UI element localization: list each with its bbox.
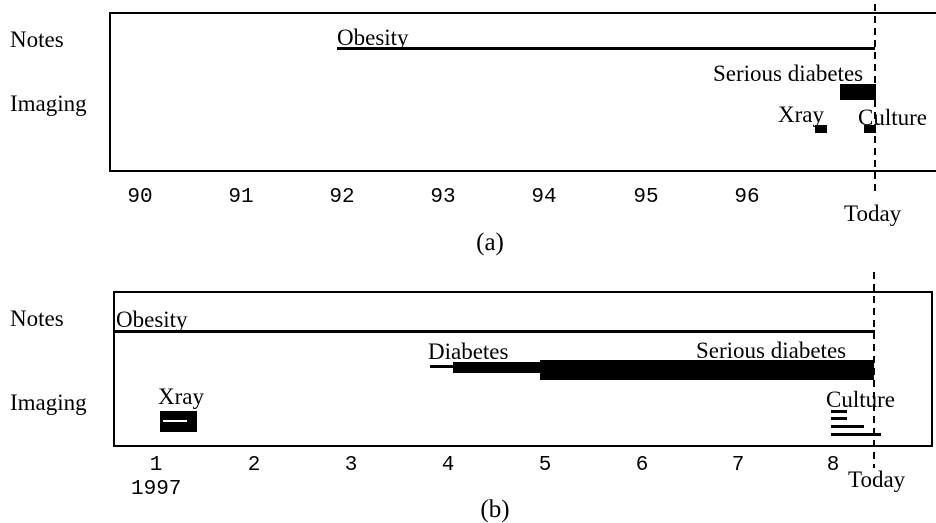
panel-b-culture-line-4: [831, 433, 881, 436]
panel-a-frame: [109, 12, 936, 172]
panel-a-tick-91: 91: [228, 186, 253, 209]
panel-b-tick-4: 4: [442, 454, 455, 477]
panel-b-caption: (b): [480, 496, 509, 523]
panel-b-imaging-label: Imaging: [10, 390, 87, 415]
panel-b-tick-5: 5: [539, 454, 552, 477]
panel-b-notes-label: Notes: [10, 306, 64, 331]
panel-a-tick-90: 90: [127, 186, 152, 209]
panel-b-serious-diabetes-bar: [540, 360, 874, 380]
panel-a-serious-diabetes-label: Serious diabetes: [713, 61, 863, 86]
panel-b-tick-1: 1: [150, 454, 163, 477]
panel-b-tick-8: 8: [827, 454, 840, 477]
panel-a-xray-label: Xray: [778, 102, 824, 127]
panel-b-culture-line-1: [831, 410, 847, 413]
panel-a-tick-93: 93: [430, 186, 455, 209]
panel-a-notes-label: Notes: [10, 27, 64, 52]
panel-a-caption: (a): [476, 229, 504, 256]
panel-b-diabetes-onset-bar: [430, 365, 455, 368]
panel-b-tick-6: 6: [636, 454, 649, 477]
panel-a-tick-95: 95: [633, 186, 658, 209]
panel-b: Notes Imaging Obesity Diabetes Serious d…: [10, 272, 933, 523]
panel-b-tick-7: 7: [732, 454, 745, 477]
panel-b-diabetes-bar: [453, 362, 543, 373]
panel-a-xray-mark: [815, 125, 827, 133]
panel-a-tick-92: 92: [329, 186, 354, 209]
panel-b-tick-2: 2: [248, 454, 261, 477]
panel-a-obesity-label: Obesity: [337, 25, 409, 50]
panel-b-serious-diabetes-label: Serious diabetes: [696, 338, 846, 363]
panel-b-culture-line-2: [831, 417, 847, 420]
panel-b-tick-3: 3: [345, 454, 358, 477]
panel-b-frame: [113, 291, 933, 447]
panel-b-obesity-bar: [114, 330, 875, 333]
panel-a-culture-mark: [864, 125, 876, 133]
panel-b-xray-mark-gap: [163, 420, 187, 422]
panel-b-culture-label: Culture: [826, 387, 895, 412]
panel-b-obesity-label: Obesity: [116, 307, 188, 332]
panel-a: Notes Imaging Obesity Serious diabetes X…: [10, 4, 936, 256]
panel-b-today-label: Today: [848, 467, 906, 492]
panel-a-imaging-label: Imaging: [10, 91, 87, 116]
panel-a-serious-diabetes-bar: [840, 84, 876, 100]
panel-a-tick-94: 94: [531, 186, 556, 209]
panel-b-year-label: 1997: [131, 478, 181, 501]
panel-b-xray-label: Xray: [158, 384, 204, 409]
panel-a-obesity-bar: [337, 47, 875, 50]
panel-b-culture-line-3: [831, 425, 864, 428]
panel-b-diabetes-label: Diabetes: [428, 339, 509, 364]
panel-a-tick-96: 96: [734, 186, 759, 209]
panel-a-today-label: Today: [844, 201, 902, 226]
